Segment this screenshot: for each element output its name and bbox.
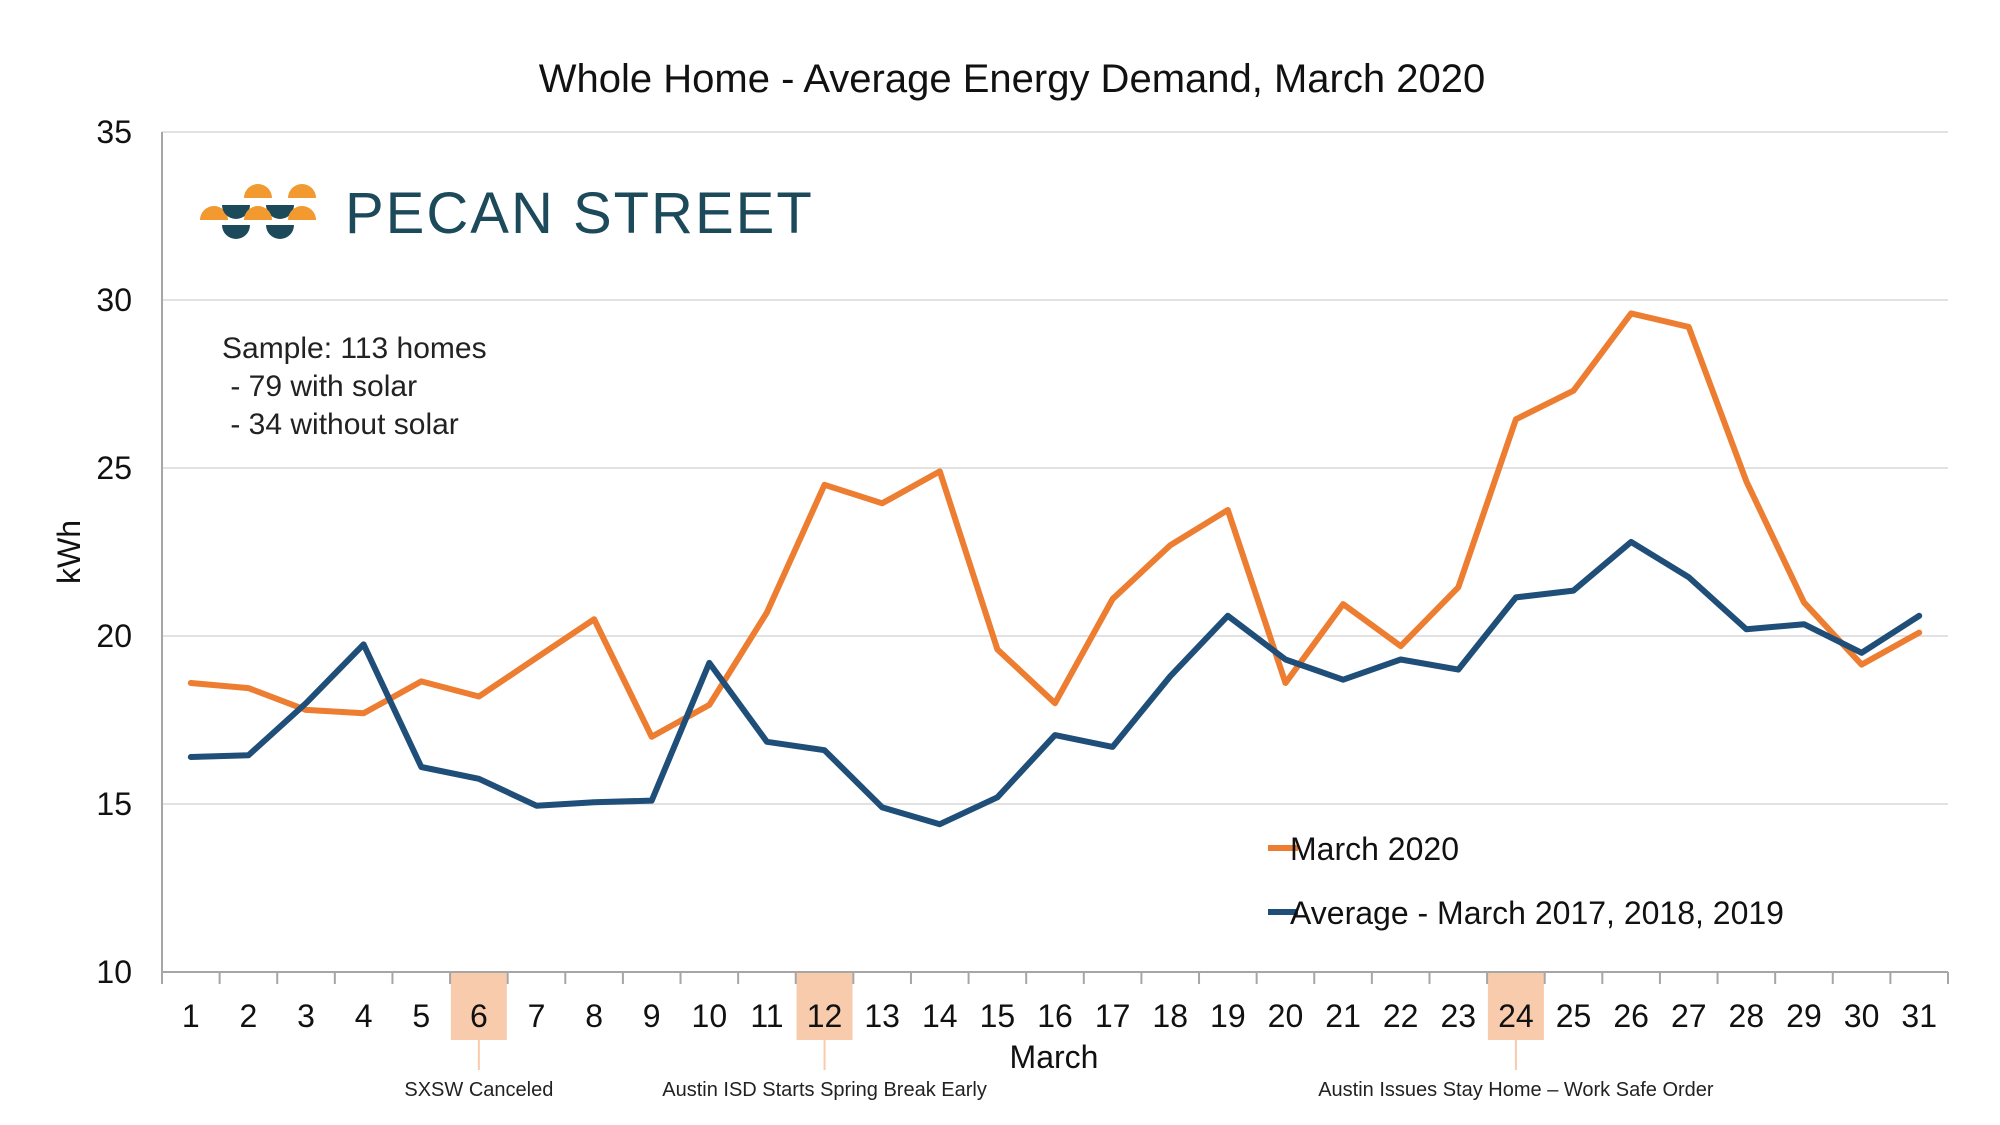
annotation-12: Austin ISD Starts Spring Break Early [662, 1079, 987, 1101]
y-tick-15: 15 [96, 786, 132, 822]
y-tick-30: 30 [96, 282, 132, 318]
x-tick-5: 5 [412, 998, 430, 1034]
x-tick-30: 30 [1844, 998, 1880, 1034]
x-tick-10: 10 [692, 998, 728, 1034]
x-tick-4: 4 [355, 998, 373, 1034]
highlight-day-12 [796, 972, 853, 1040]
series-line-0 [187, 310, 1923, 740]
x-tick-labels: 1 2 3 4 5 6 7 8 9 10 11 12 13 14 15 16 17 18 19 20 21 22 23 24 2… [182, 998, 1937, 1034]
x-tick-27: 27 [1671, 998, 1707, 1034]
legend-label-march-2020: March 2020 [1290, 831, 1459, 867]
pecan-street-logo: PECAN STREET [200, 181, 814, 246]
x-tick-28: 28 [1729, 998, 1765, 1034]
event-annotations: SXSW Canceled Austin ISD Starts Spring Br… [404, 1040, 1714, 1101]
x-tick-7: 7 [528, 998, 546, 1034]
x-tick-23: 23 [1440, 998, 1476, 1034]
x-tick-31: 31 [1901, 998, 1937, 1034]
x-tick-13: 13 [864, 998, 900, 1034]
sample-line-1: Sample: 113 homes [222, 332, 487, 365]
annotation-6: SXSW Canceled [404, 1079, 553, 1101]
x-tick-14: 14 [922, 998, 958, 1034]
x-tick-29: 29 [1786, 998, 1822, 1034]
legend-label-average: Average - March 2017, 2018, 2019 [1290, 895, 1784, 931]
x-tick-6: 6 [470, 998, 488, 1034]
x-tick-11: 11 [750, 998, 783, 1034]
y-tick-10: 10 [96, 954, 132, 990]
x-tick-21: 21 [1325, 998, 1361, 1034]
x-tick-16: 16 [1037, 998, 1073, 1034]
highlight-bars [450, 972, 1544, 1040]
y-tick-35: 35 [96, 114, 132, 150]
y-tick-25: 25 [96, 450, 132, 486]
chart-title: Whole Home - Average Energy Demand, Marc… [539, 57, 1485, 101]
sample-line-2: - 79 with solar [222, 370, 417, 403]
logo-text: PECAN STREET [345, 181, 814, 246]
x-tick-25: 25 [1556, 998, 1592, 1034]
x-tick-9: 9 [643, 998, 661, 1034]
x-tick-19: 19 [1210, 998, 1246, 1034]
x-tick-3: 3 [297, 998, 315, 1034]
y-tick-20: 20 [96, 618, 132, 654]
axes [161, 132, 1949, 984]
y-axis-label: kWh [51, 520, 87, 584]
sample-line-3: - 34 without solar [222, 408, 459, 441]
x-tick-17: 17 [1095, 998, 1131, 1034]
x-tick-1: 1 [182, 998, 200, 1034]
legend: March 2020 Average - March 2017, 2018, 2… [1268, 831, 1784, 931]
x-tick-24: 24 [1498, 998, 1534, 1034]
x-tick-8: 8 [585, 998, 603, 1034]
highlight-day-24 [1487, 972, 1544, 1040]
series-line-1 [187, 538, 1923, 828]
x-tick-2: 2 [240, 998, 258, 1034]
pecan-street-logo-icon [200, 184, 316, 239]
y-tick-labels: 10 15 20 25 30 35 [96, 114, 132, 990]
x-tick-18: 18 [1152, 998, 1188, 1034]
x-tick-26: 26 [1613, 998, 1649, 1034]
x-tick-12: 12 [807, 998, 843, 1034]
x-tick-15: 15 [980, 998, 1016, 1034]
x-tick-20: 20 [1268, 998, 1304, 1034]
x-axis-label: March [1010, 1039, 1099, 1075]
sample-info: Sample: 113 homes - 79 with solar - 34 w… [222, 332, 487, 441]
series-lines [187, 310, 1923, 828]
x-tick-22: 22 [1383, 998, 1419, 1034]
highlight-day-6 [450, 972, 507, 1040]
gridlines [162, 131, 1948, 805]
annotation-24: Austin Issues Stay Home – Work Safe Orde… [1318, 1079, 1714, 1101]
